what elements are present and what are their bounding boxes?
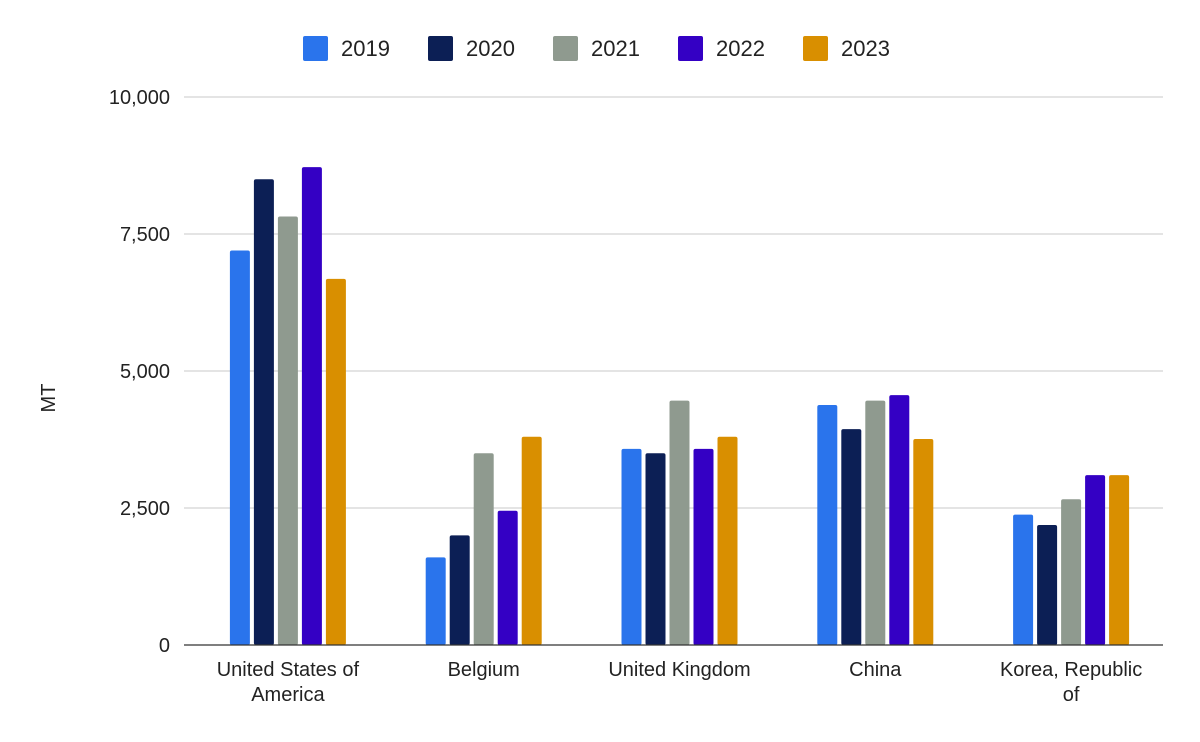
y-axis-ticks: 0 2,500 5,000 7,500 10,000 — [109, 87, 170, 657]
y-tick-label: 0 — [159, 635, 170, 657]
bar-2019-0 — [229, 250, 250, 645]
x-category-label: China — [849, 659, 902, 681]
bar-2019-3 — [817, 404, 838, 645]
legend-swatch-2021 — [553, 36, 578, 61]
bar-2019-2 — [621, 448, 642, 645]
legend-swatch-2019 — [303, 36, 328, 61]
bar-2021-0 — [277, 216, 298, 646]
bar-2021-4 — [1061, 499, 1082, 645]
bar-2022-2 — [693, 448, 714, 645]
x-axis-categories: United States of America Belgium United Kin… — [217, 659, 1143, 706]
y-tick-label: 5,000 — [120, 361, 170, 383]
legend-swatch-2020 — [428, 36, 453, 61]
bar-2022-0 — [301, 167, 322, 646]
bar-2022-1 — [497, 510, 518, 645]
x-category-label: United States of — [217, 659, 360, 681]
bar-2020-4 — [1037, 524, 1058, 645]
bar-2021-3 — [865, 400, 886, 645]
y-axis-title: MT — [38, 384, 60, 413]
legend-swatch-2023 — [803, 36, 828, 61]
bar-2023-0 — [325, 278, 346, 645]
y-tick-label: 2,500 — [120, 498, 170, 520]
legend-label-2023: 2023 — [841, 36, 890, 61]
bar-2020-1 — [449, 535, 470, 645]
bar-2023-1 — [521, 436, 542, 645]
x-category-label: America — [251, 684, 325, 706]
legend-label-2019: 2019 — [341, 36, 390, 61]
bar-2020-3 — [841, 429, 862, 645]
bar-2023-4 — [1109, 475, 1130, 645]
bars — [229, 167, 1130, 646]
legend-label-2021: 2021 — [591, 36, 640, 61]
legend-swatch-2022 — [678, 36, 703, 61]
bar-2019-1 — [425, 557, 446, 645]
bar-2020-0 — [253, 179, 274, 645]
bar-2023-3 — [913, 438, 934, 645]
bar-2021-1 — [473, 453, 494, 645]
x-category-label: Korea, Republic — [1000, 659, 1142, 681]
legend-label-2022: 2022 — [716, 36, 765, 61]
bar-2019-4 — [1013, 514, 1034, 645]
y-tick-label: 10,000 — [109, 87, 170, 109]
bar-2022-3 — [889, 395, 910, 645]
bar-2022-4 — [1085, 475, 1106, 645]
y-tick-label: 7,500 — [120, 224, 170, 246]
x-category-label: Belgium — [448, 659, 520, 681]
legend: 2019 2020 2021 2022 2023 — [303, 36, 890, 61]
bar-2020-2 — [645, 453, 666, 645]
legend-label-2020: 2020 — [466, 36, 515, 61]
x-category-label: United Kingdom — [608, 659, 750, 681]
x-category-label: of — [1063, 684, 1080, 706]
bar-2023-2 — [717, 436, 738, 645]
bar-2021-2 — [669, 400, 690, 645]
